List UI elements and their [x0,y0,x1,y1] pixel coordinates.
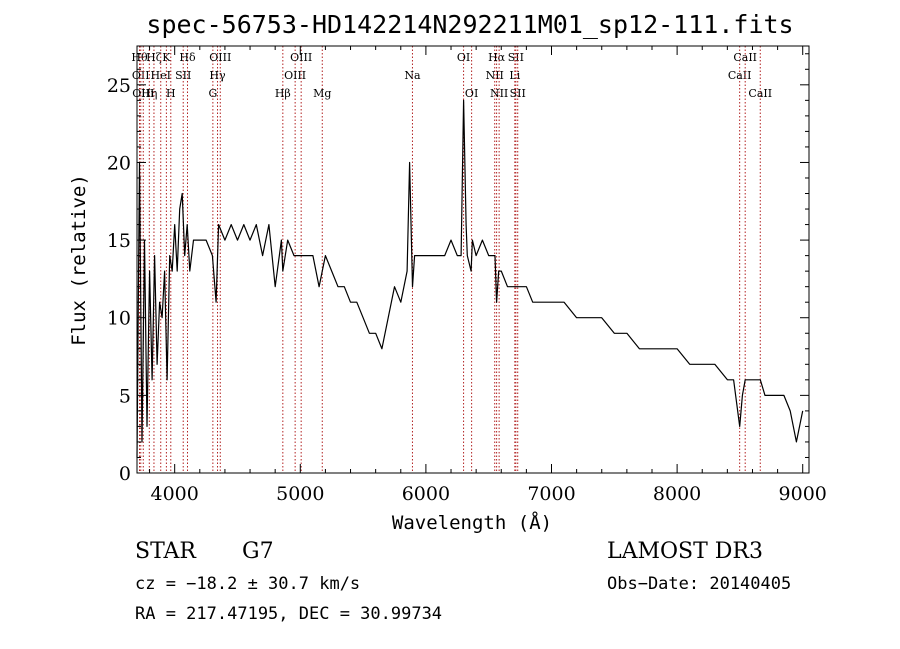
survey-name: LAMOST DR3 [607,539,763,564]
object-type: STAR [135,539,197,564]
x-tick-label-5: 9000 [779,483,827,505]
x-tick-label-4: 8000 [653,483,701,505]
x-tick-label-2: 6000 [402,483,450,505]
spectral-line-markers: HθOIIOIIIHηHζHeIKHSIIHδGHγOIIIHβOIIIOIII… [131,46,772,473]
spectral-line-label-12: OIII [209,51,231,64]
spectral-line-label-17: Na [404,69,421,82]
x-tick-label-3: 7000 [527,483,575,505]
spectral-line-label-7: H [166,87,176,100]
spectrum-series [136,99,804,458]
spectral-line-label-19: OI [465,87,478,100]
spectral-line-label-5: HeI [151,69,171,82]
spectral-line-label-2: OIII [132,87,154,100]
spectral-line-label-10: G [208,87,217,100]
spectral-line-label-18: OI [457,51,470,64]
x-tick-label-1: 5000 [276,483,324,505]
x-axis-label: Wavelength (Å) [392,511,552,534]
y-tick-label-3: 15 [107,230,131,252]
spectral-line-label-15: OIII [290,51,312,64]
spectral-line-label-21: Hα [488,51,506,64]
spectral-line-label-20: NII [486,69,504,82]
x-axis: 4000 5000 6000 7000 8000 9000 [149,46,827,505]
spectral-subclass: G7 [242,539,274,564]
y-axis-label: Flux (relative) [68,174,90,346]
spectral-line-label-22: NII [490,87,508,100]
spectral-line-label-14: OIII [284,69,306,82]
spectral-line-label-28: CaII [748,87,772,100]
y-axis: 0 5 10 15 20 25 [107,53,809,485]
spectral-line-label-25: SII [510,87,526,100]
y-tick-label-4: 20 [107,152,131,174]
y-tick-label-2: 10 [107,308,131,330]
x-tick-label-0: 4000 [151,483,199,505]
spectral-line-label-26: CaII [728,69,752,82]
redshift-value: cz = −18.2 ± 30.7 km/s [135,574,360,594]
plot-frame [136,45,810,474]
chart-title: spec-56753-HD142214N292211M01_sp12-111.f… [146,10,793,39]
spectral-line-label-16: Mg [313,87,331,100]
spectral-line-label-8: SII [175,69,191,82]
spectral-line-label-0: Hθ [131,51,148,64]
spectral-line-label-13: Hβ [275,87,291,100]
spectral-line-label-1: OII [132,69,150,82]
spectral-line-label-3: Hη [141,87,157,100]
y-tick-label-1: 5 [119,385,131,407]
y-tick-label-0: 0 [119,463,131,485]
observation-date: Obs−Date: 20140405 [607,574,791,594]
spectral-line-label-24: SII [508,51,524,64]
y-tick-label-5: 25 [107,75,131,97]
spectral-line-label-9: Hδ [179,51,196,64]
coordinates: RA = 217.47195, DEC = 30.99734 [135,604,442,624]
spectral-line-label-23: Li [509,69,520,82]
spectral-line-label-27: CaII [733,51,757,64]
spectral-line-label-6: K [162,51,171,64]
spectral-line-label-11: Hγ [209,69,226,82]
spectral-line-label-4: Hζ [146,51,162,64]
spectrum-line [136,99,804,458]
